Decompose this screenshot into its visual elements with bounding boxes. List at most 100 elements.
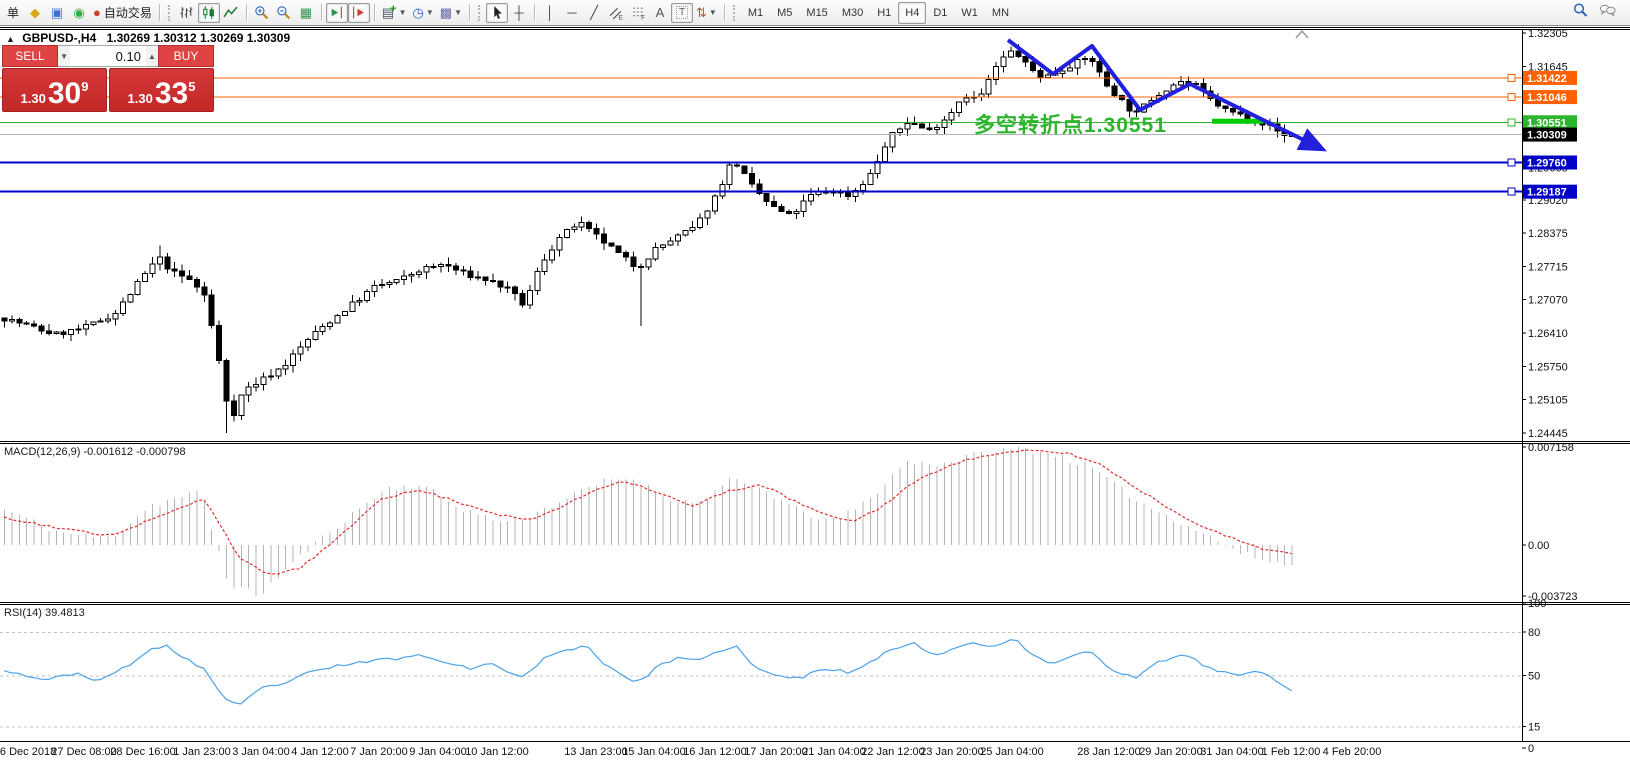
volume-input[interactable] [70, 46, 146, 66]
timeframe-h1[interactable]: H1 [877, 6, 892, 19]
line-handle[interactable] [1507, 187, 1516, 196]
line-chart-button[interactable] [220, 3, 242, 23]
timeframe-mn[interactable]: MN [991, 6, 1010, 19]
timeframe-w1[interactable]: W1 [961, 6, 978, 19]
gold-icon[interactable]: ◆ [30, 4, 40, 20]
rsi-level-lines [0, 632, 1522, 728]
svg-text:29 Jan 20:00: 29 Jan 20:00 [1139, 746, 1203, 758]
svg-text:1.27715: 1.27715 [1528, 262, 1568, 274]
chat-button[interactable] [1599, 2, 1616, 23]
svg-text:21 Jan 04:00: 21 Jan 04:00 [802, 746, 866, 758]
line-handle[interactable] [1507, 93, 1516, 102]
shapes-button[interactable]: ⇅ ▼ [696, 4, 717, 20]
horizontal-line-button[interactable]: ─ [567, 5, 577, 20]
svg-text:1.24445: 1.24445 [1528, 428, 1568, 440]
autotrading-button[interactable]: ● 自动交易 [93, 5, 152, 20]
toolbar-separator [320, 4, 322, 21]
timeframe-h4[interactable]: H4 [898, 1, 927, 24]
timeframe-m5[interactable]: M5 [777, 6, 793, 19]
svg-text:15 Jan 04:00: 15 Jan 04:00 [622, 746, 686, 758]
svg-text:100: 100 [1528, 598, 1546, 610]
period-button[interactable]: ◷ ▼ [412, 4, 434, 20]
cursor-button[interactable] [486, 2, 509, 23]
candle-chart-button[interactable] [197, 2, 220, 23]
timeframe-m30[interactable]: M30 [841, 6, 864, 19]
tile-windows-icon[interactable]: ▦ [299, 4, 313, 20]
svg-text:1.31422: 1.31422 [1527, 73, 1567, 85]
toolbar-grip [478, 4, 482, 21]
vertical-line-button[interactable]: │ [545, 5, 555, 20]
volume-up-button[interactable]: ▲ [145, 46, 158, 66]
signal-icon[interactable]: ◉ [73, 4, 85, 20]
svg-text:28 Jan 12:00: 28 Jan 12:00 [1077, 746, 1141, 758]
svg-text:1.25105: 1.25105 [1528, 394, 1568, 406]
svg-text:1.25750: 1.25750 [1528, 362, 1568, 374]
timeframe-group: M1 M5 M15 M30 H1 H4 D1 W1 MN [741, 1, 1016, 24]
sell-price-big: 30 [47, 77, 82, 110]
zoom-out-button[interactable] [273, 3, 295, 23]
toolbar-separator [245, 4, 247, 21]
toolbar-separator [469, 4, 471, 21]
svg-text:22 Jan 12:00: 22 Jan 12:00 [861, 746, 925, 758]
svg-text:1.31645: 1.31645 [1528, 62, 1568, 74]
zoom-in-button[interactable] [251, 3, 273, 23]
rsi-indicator [3, 639, 1292, 705]
auto-scroll-button[interactable] [347, 2, 370, 23]
text-label-button[interactable]: T [671, 2, 694, 23]
collapse-icon[interactable]: ▲ [6, 34, 15, 44]
timeframe-m1[interactable]: M1 [747, 6, 764, 19]
chart-shift-button[interactable] [325, 2, 348, 23]
timeframe-d1[interactable]: D1 [933, 6, 948, 19]
new-chart-button[interactable]: ▤ + ▼ [381, 2, 407, 20]
search-button[interactable] [1572, 2, 1589, 23]
sell-price-sup: 9 [81, 79, 89, 94]
line-handle[interactable] [1507, 73, 1516, 82]
svg-text:1.29187: 1.29187 [1527, 187, 1567, 199]
svg-text:1 Feb 12:00: 1 Feb 12:00 [1262, 746, 1321, 758]
svg-text:17 Jan 20:00: 17 Jan 20:00 [744, 746, 808, 758]
buy-price-sup: 5 [188, 79, 196, 94]
buy-button[interactable]: BUY [158, 45, 214, 67]
svg-text:27 Dec 08:00: 27 Dec 08:00 [51, 746, 116, 758]
chart-shift-marker [1295, 29, 1309, 39]
macd-indicator-label: MACD(12,26,9) -0.001612 -0.000798 [4, 446, 186, 458]
pivot-annotation[interactable]: 多空转折点1.30551 [974, 114, 1167, 137]
buy-price-box[interactable]: 1.30 33 5 [109, 68, 214, 112]
toolbar-grip [167, 4, 172, 21]
market-window-icon[interactable]: ▣ [50, 4, 64, 20]
line-handle[interactable] [1507, 118, 1516, 127]
svg-text:1.30309: 1.30309 [1527, 130, 1567, 142]
new-order-button[interactable]: 单 [6, 6, 19, 20]
buy-price-big: 33 [154, 77, 189, 110]
volume-control: ▼ ▲ [58, 45, 158, 67]
sell-price-box[interactable]: 1.30 30 9 [2, 68, 107, 112]
buy-price-small: 1.30 [127, 91, 153, 106]
svg-text:16 Jan 12:00: 16 Jan 12:00 [683, 746, 747, 758]
one-click-trading-panel: SELL ▼ ▲ BUY 1.30 30 9 1.30 33 5 [2, 45, 214, 112]
svg-text:15: 15 [1528, 721, 1540, 733]
svg-text:31 Jan 04:00: 31 Jan 04:00 [1200, 746, 1264, 758]
line-handle[interactable] [1507, 158, 1516, 167]
bar-chart-button[interactable] [176, 3, 198, 23]
chart-title-bar: ▲ GBPUSD-,H4 1.30269 1.30312 1.30269 1.3… [6, 31, 290, 45]
channel-button[interactable]: E [605, 3, 627, 23]
svg-text:9 Jan 04:00: 9 Jan 04:00 [409, 746, 467, 758]
toolbar-separator [723, 4, 725, 21]
price-axis[interactable]: 1.323051.316451.309851.303251.296651.290… [1522, 28, 1578, 755]
symbol-period-label: GBPUSD-,H4 [22, 31, 97, 45]
timeframe-m15[interactable]: M15 [806, 6, 828, 19]
trend-arrow[interactable] [1006, 38, 1327, 152]
svg-text:F: F [641, 14, 645, 20]
sell-button[interactable]: SELL [2, 45, 58, 67]
template-button[interactable]: ▩ ▼ [439, 4, 463, 20]
svg-text:-0.003723: -0.003723 [1528, 591, 1578, 603]
rsi-line [3, 639, 1292, 705]
volume-down-button[interactable]: ▼ [58, 46, 71, 66]
text-button[interactable]: A [655, 5, 665, 20]
crosshair-button[interactable]: ┼ [514, 5, 524, 20]
trendline-button[interactable]: ╱ [590, 4, 598, 20]
macd-signal-line [3, 449, 1292, 575]
fibonacci-button[interactable]: F [627, 3, 649, 23]
